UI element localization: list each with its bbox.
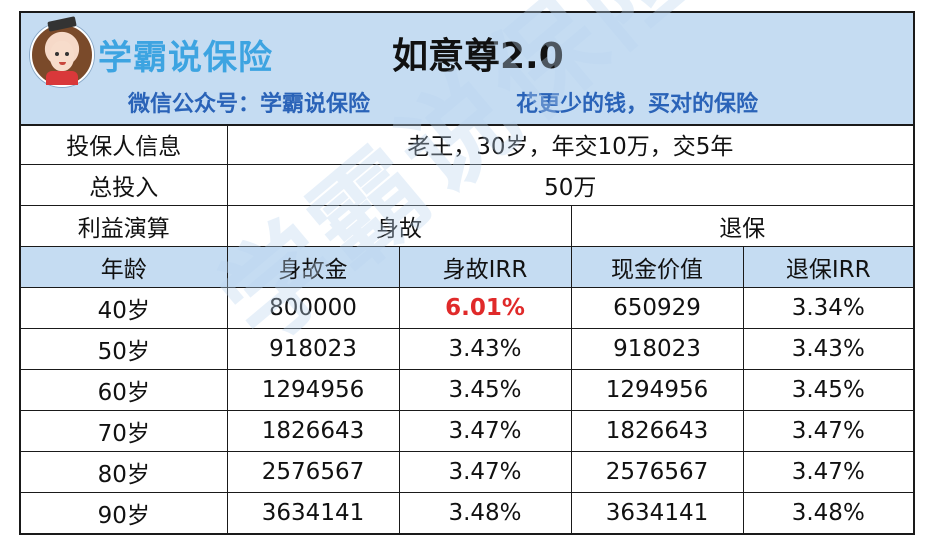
total-label: 总投入: [21, 164, 228, 206]
column-header-death-benefit: 身故金: [226, 246, 400, 288]
cell-death-irr-highlight: 6.01%: [398, 287, 572, 329]
cell-death-benefit: 1826643: [226, 410, 400, 452]
avatar-eye-left: [55, 52, 59, 56]
cell-age: 70岁: [21, 410, 228, 452]
cell-death-irr: 3.47%: [398, 410, 572, 452]
column-header-row: 年龄 身故金 身故IRR 现金价值 退保IRR: [21, 246, 914, 288]
cell-surrender-irr: 3.47%: [742, 410, 914, 452]
cell-death-benefit: 1294956: [226, 369, 400, 411]
table-row: 80岁 2576567 3.47% 2576567 3.47%: [21, 451, 914, 493]
header-band: 学霸说保险 如意尊2.0 微信公众号：学霸说保险 花更少的钱，买对的保险: [21, 13, 913, 126]
cell-death-benefit: 800000: [226, 287, 400, 329]
insurance-table-card: 学霸说保险 如意尊2.0 微信公众号：学霸说保险 花更少的钱，买对的保险 投保人…: [19, 11, 915, 535]
cell-surrender-irr: 3.43%: [742, 328, 914, 370]
cell-age: 40岁: [21, 287, 228, 329]
cell-death-benefit: 3634141: [226, 492, 400, 533]
cell-surrender-irr: 3.34%: [742, 287, 914, 329]
avatar-eye-right: [65, 52, 69, 56]
cell-age: 50岁: [21, 328, 228, 370]
insured-value: 老王，30岁，年交10万，交5年: [226, 124, 914, 165]
product-title: 如意尊2.0: [392, 36, 564, 77]
cell-age: 80岁: [21, 451, 228, 493]
column-header-surrender-irr: 退保IRR: [742, 246, 914, 288]
total-input-row: 总投入 50万: [21, 164, 914, 206]
cell-age: 90岁: [21, 492, 228, 533]
avatar-collar: [46, 71, 78, 85]
cell-death-benefit: 2576567: [226, 451, 400, 493]
table-row: 40岁 800000 6.01% 650929 3.34%: [21, 287, 914, 329]
insured-info-row: 投保人信息 老王，30岁，年交10万，交5年: [21, 124, 914, 165]
cell-death-benefit: 918023: [226, 328, 400, 370]
cell-cash-value: 2576567: [570, 451, 744, 493]
table-row: 90岁 3634141 3.48% 3634141 3.48%: [21, 492, 914, 533]
cell-death-irr: 3.47%: [398, 451, 572, 493]
cell-death-irr: 3.48%: [398, 492, 572, 533]
avatar-mouth: [59, 62, 66, 65]
column-header-cash-value: 现金价值: [570, 246, 744, 288]
cell-cash-value: 650929: [570, 287, 744, 329]
wechat-account-text: 微信公众号：学霸说保险: [128, 92, 371, 117]
benefit-group-row: 利益演算 身故 退保: [21, 205, 914, 247]
cell-death-irr: 3.43%: [398, 328, 572, 370]
graduation-cap-icon: [47, 16, 77, 32]
avatar-face: [50, 41, 74, 71]
insured-label: 投保人信息: [21, 124, 228, 165]
table-row: 70岁 1826643 3.47% 1826643 3.47%: [21, 410, 914, 452]
surrender-group-header: 退保: [570, 205, 914, 247]
cell-cash-value: 1826643: [570, 410, 744, 452]
death-group-header: 身故: [226, 205, 572, 247]
avatar-logo: [30, 16, 94, 87]
cell-cash-value: 3634141: [570, 492, 744, 533]
table-row: 50岁 918023 3.43% 918023 3.43%: [21, 328, 914, 370]
cell-death-irr: 3.45%: [398, 369, 572, 411]
brand-logo-text: 学霸说保险: [98, 38, 273, 78]
benefit-label: 利益演算: [21, 205, 228, 247]
benefit-table: 投保人信息 老王，30岁，年交10万，交5年 总投入 50万 利益演算 身故 退…: [21, 124, 914, 533]
column-header-death-irr: 身故IRR: [398, 246, 572, 288]
cell-cash-value: 1294956: [570, 369, 744, 411]
cell-surrender-irr: 3.45%: [742, 369, 914, 411]
total-value: 50万: [226, 164, 914, 206]
column-header-age: 年龄: [21, 246, 228, 288]
table-row: 60岁 1294956 3.45% 1294956 3.45%: [21, 369, 914, 411]
slogan-text: 花更少的钱，买对的保险: [516, 92, 759, 117]
cell-surrender-irr: 3.47%: [742, 451, 914, 493]
cell-cash-value: 918023: [570, 328, 744, 370]
cell-age: 60岁: [21, 369, 228, 411]
cell-surrender-irr: 3.48%: [742, 492, 914, 533]
